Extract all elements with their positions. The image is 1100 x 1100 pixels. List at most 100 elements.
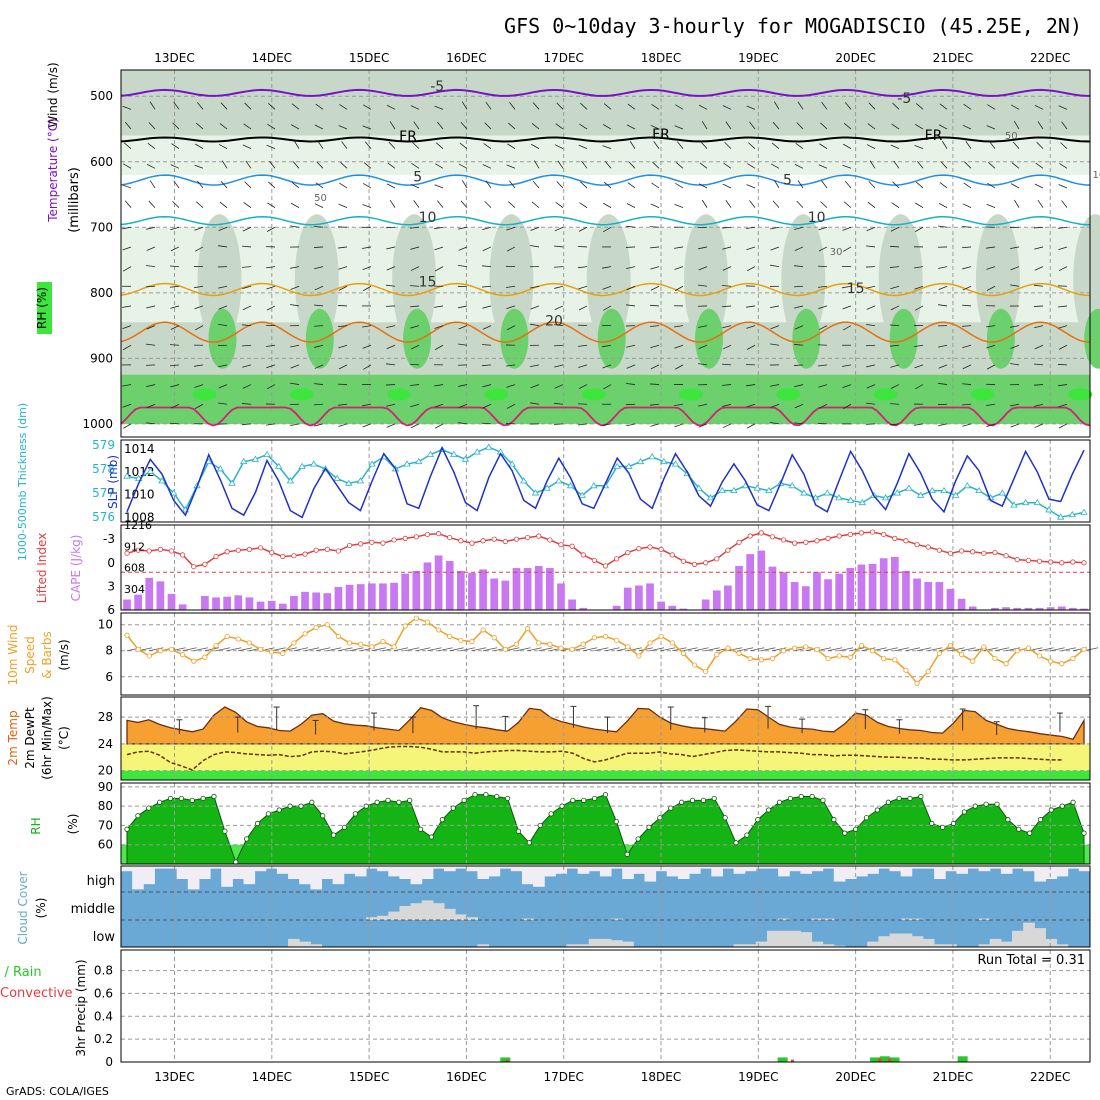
- low-cloud-bar: [922, 938, 935, 947]
- thickness-point: [403, 460, 411, 467]
- surface-wind-barb: [683, 647, 698, 652]
- thickness-point: [998, 489, 1007, 496]
- wind-speed-point: [881, 655, 887, 662]
- pressure-tick-label: 600: [90, 155, 113, 169]
- wind-barb: [197, 180, 204, 189]
- top-date-label: 15DEC: [349, 51, 389, 65]
- wind-axis-label: Wind (m/s): [46, 62, 60, 127]
- wind-barb: [938, 423, 948, 427]
- wind-barb: [555, 123, 564, 130]
- wind-barb: [674, 204, 684, 208]
- thickness-point: [251, 455, 260, 462]
- cape-bar: [345, 584, 354, 610]
- rh-point: [787, 795, 793, 802]
- temp-tick-label: 24: [98, 737, 113, 751]
- wind-barb: [410, 403, 420, 408]
- wind-barb: [530, 226, 540, 231]
- clear-sky-bar: [1034, 866, 1046, 882]
- li-tick-label: 6: [107, 603, 115, 617]
- wind-barb: [649, 383, 660, 385]
- lifted-index-point: [224, 549, 230, 555]
- wind-speed-point: [202, 654, 208, 660]
- thickness-point: [718, 486, 726, 494]
- surface-wind-barb: [427, 647, 442, 652]
- cape-bar: [201, 596, 209, 610]
- wind-barb: [1035, 162, 1044, 169]
- low-cloud-bar: [599, 938, 612, 947]
- surface-wind-barb: [438, 647, 453, 652]
- wind-barb: [362, 204, 372, 209]
- wind-barb: [746, 266, 756, 272]
- thickness-point: [1010, 501, 1018, 508]
- wind-barb: [481, 344, 492, 346]
- wind-barb: [721, 285, 732, 287]
- wind-speed-point: [146, 653, 152, 659]
- wind-barb: [604, 161, 612, 169]
- clear-sky-bar: [922, 866, 935, 869]
- wind-barb: [770, 246, 780, 251]
- rh-patch: [192, 388, 217, 401]
- surface-wind-barb: [761, 647, 776, 652]
- wind-barb: [650, 124, 660, 130]
- top-date-label: 16DEC: [446, 51, 486, 65]
- wind-barb: [794, 246, 804, 251]
- thickness-point: [146, 467, 155, 474]
- wind-barb: [986, 203, 996, 208]
- surface-wind-barb: [661, 647, 676, 652]
- wind-barb: [746, 384, 756, 387]
- rh-point: [222, 828, 228, 834]
- thickness-point: [345, 479, 353, 486]
- rh-point: [983, 801, 989, 807]
- isotherm-line: [120, 215, 1091, 226]
- thickness-point: [1068, 510, 1077, 518]
- wind-barb: [602, 266, 612, 269]
- lifted-index-point: [302, 551, 308, 557]
- lifted-index-point: [847, 531, 853, 538]
- middle-cloud-bar: [410, 903, 423, 920]
- wind-barb: [774, 180, 780, 189]
- clear-sky-bar: [945, 866, 957, 872]
- wind-barb: [461, 101, 468, 110]
- temperature-area: [126, 706, 1085, 745]
- clear-sky-bar: [644, 866, 657, 882]
- isotherm-label: 15: [847, 281, 865, 297]
- wind-barb: [725, 121, 732, 130]
- wind-barb: [770, 403, 780, 408]
- wind-barb: [194, 364, 204, 367]
- wind-barb: [170, 164, 180, 169]
- wind-barb: [194, 285, 204, 289]
- clear-sky-bar: [288, 866, 300, 879]
- low-cloud-bar: [800, 932, 813, 947]
- wind-speed-point: [358, 641, 364, 647]
- middle-cloud-bar: [822, 918, 835, 920]
- wind-speed-point: [614, 637, 620, 643]
- rh-plume-core: [695, 308, 724, 369]
- rh-point: [972, 803, 978, 809]
- wind-barb: [1034, 246, 1044, 250]
- cape-bar: [1080, 608, 1088, 610]
- wind-barb: [241, 423, 252, 426]
- wind-barb: [458, 343, 468, 346]
- wind-barb: [961, 226, 972, 228]
- clear-sky-bar: [521, 866, 534, 885]
- wind-barb: [818, 164, 828, 169]
- wind-barb: [170, 246, 180, 252]
- wind-barb: [218, 226, 228, 232]
- wind-speed-point: [1025, 645, 1031, 651]
- cape-bar: [1024, 607, 1033, 610]
- wind-barb: [362, 344, 372, 349]
- isotherm-label: 10: [808, 210, 826, 226]
- wind-barb: [338, 125, 348, 130]
- surface-wind-barb: [894, 647, 909, 652]
- wind-barb: [796, 200, 804, 208]
- wind-speed-point: [647, 640, 653, 646]
- wind-barb: [579, 123, 588, 130]
- rh-point: [907, 795, 913, 802]
- clear-sky-bar: [198, 866, 211, 879]
- wind-barb: [794, 265, 804, 268]
- wind-barb: [530, 402, 540, 405]
- surface-wind-barb: [750, 647, 765, 652]
- wind-barb: [1058, 105, 1068, 110]
- wind-barb: [386, 403, 396, 407]
- clear-sky-bar: [588, 866, 601, 872]
